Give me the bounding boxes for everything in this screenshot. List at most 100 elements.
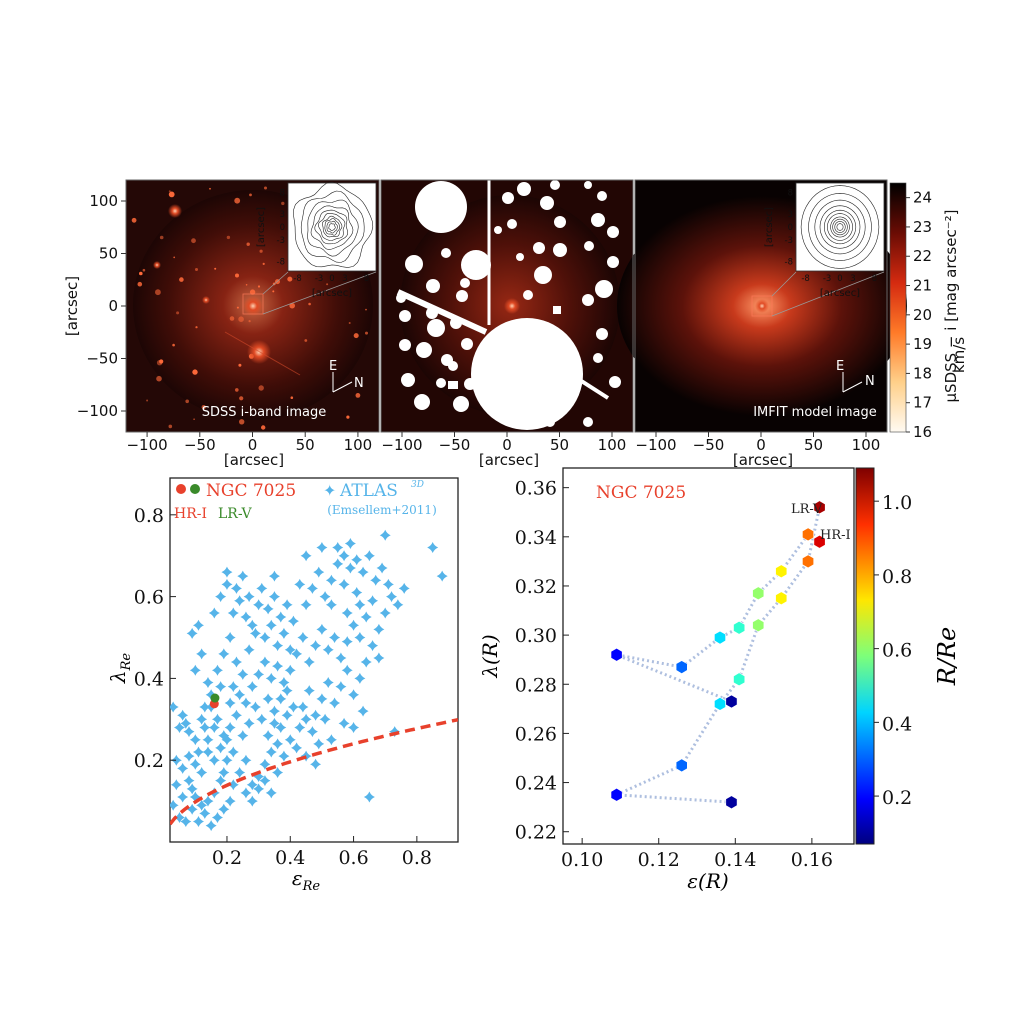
atlas-point bbox=[297, 632, 309, 644]
model-compass-east: E bbox=[836, 359, 844, 374]
atlas-point bbox=[354, 599, 366, 611]
sdss-star bbox=[245, 284, 248, 286]
inset-contour bbox=[314, 209, 348, 245]
right-ytick-label: 0.34 bbox=[515, 527, 557, 549]
mag-cbar-tick-label: 18 bbox=[913, 364, 932, 382]
mask-hole bbox=[401, 373, 415, 387]
top-xtick-label: 100 bbox=[852, 436, 881, 454]
inset-xtick: 3 bbox=[850, 274, 855, 284]
sdss-star bbox=[236, 306, 239, 309]
sdss-star bbox=[153, 261, 161, 269]
lambda-epsilon-ylabel-main: λ bbox=[106, 670, 130, 684]
atlas-point bbox=[221, 566, 233, 578]
atlas-point bbox=[227, 681, 239, 693]
inset-xtick: -8 bbox=[293, 274, 301, 284]
model-compass bbox=[842, 372, 863, 393]
inset-ytick: 8 bbox=[788, 189, 793, 199]
top-xtick-label: 0 bbox=[502, 436, 512, 454]
radial-point bbox=[714, 630, 726, 645]
top-xtick-label: −50 bbox=[693, 436, 725, 454]
mask-hole bbox=[540, 196, 554, 210]
atlas-point bbox=[177, 709, 189, 721]
atlas-point bbox=[341, 664, 353, 676]
mask-hole bbox=[595, 280, 613, 298]
inset-xtick: 0 bbox=[837, 274, 842, 284]
inset-xtick: -3 bbox=[315, 274, 323, 284]
atlas-point bbox=[215, 775, 227, 787]
atlas-point bbox=[287, 701, 299, 713]
atlas-point bbox=[281, 599, 293, 611]
inset-contour bbox=[819, 205, 861, 249]
atlas-point bbox=[170, 779, 182, 791]
atlas-point bbox=[354, 632, 366, 644]
sdss-star bbox=[179, 277, 184, 282]
legend-hr-label: HR-I bbox=[174, 506, 207, 522]
inset-ytick: -3 bbox=[785, 236, 793, 246]
atlas-point bbox=[173, 811, 185, 823]
top-ytick-label: 0 bbox=[108, 297, 118, 315]
atlas-point bbox=[183, 726, 195, 738]
sdss-star bbox=[258, 385, 264, 391]
atlas-point bbox=[376, 562, 388, 574]
atlas-point bbox=[243, 717, 255, 729]
atlas-point bbox=[211, 664, 223, 676]
atlas-point bbox=[344, 562, 356, 574]
atlas-point bbox=[180, 816, 192, 828]
mag-colorbar-label: μSDSS − i [mag arcsec⁻²] bbox=[942, 210, 960, 403]
atlas-point bbox=[189, 791, 201, 803]
sdss-star bbox=[192, 369, 198, 375]
sdss-zoom-box bbox=[242, 293, 264, 315]
mask-hole bbox=[441, 248, 451, 258]
mask-hole bbox=[461, 338, 473, 350]
atlas-point bbox=[275, 721, 287, 733]
top-xtick-label: −100 bbox=[126, 436, 167, 454]
inset-ytick: 0 bbox=[788, 223, 793, 233]
atlas-point bbox=[348, 619, 360, 631]
atlas-point bbox=[325, 734, 337, 746]
atlas-point bbox=[234, 595, 246, 607]
atlas-point bbox=[370, 574, 382, 586]
sdss-star bbox=[173, 256, 176, 259]
atlas-point bbox=[253, 771, 265, 783]
model-inset-ylabel: [arcsec] bbox=[764, 207, 775, 247]
model-panel-label: IMFIT model image bbox=[753, 405, 877, 420]
atlas-point bbox=[265, 672, 277, 684]
atlas-point bbox=[275, 693, 287, 705]
atlas-point bbox=[306, 582, 318, 594]
atlas-point bbox=[357, 705, 369, 717]
top-xtick-label: −50 bbox=[184, 436, 216, 454]
lambda-R-panel-label: NGC 7025 bbox=[596, 483, 686, 503]
atlas-point bbox=[306, 726, 318, 738]
sdss-star bbox=[172, 343, 175, 347]
radial-point bbox=[675, 660, 688, 674]
atlas-point bbox=[379, 529, 391, 541]
atlas-point bbox=[319, 713, 331, 725]
atlas-point bbox=[313, 738, 325, 750]
inset-xtick: 8 bbox=[364, 274, 369, 284]
radial-point bbox=[813, 500, 826, 515]
right-ytick-label: 0.32 bbox=[515, 576, 557, 598]
rR-cbar-tick-label: 0.4 bbox=[882, 713, 912, 735]
atlas-point bbox=[268, 591, 280, 603]
atlas-point bbox=[215, 591, 227, 603]
atlas-point bbox=[382, 578, 394, 590]
atlas-point bbox=[246, 795, 258, 807]
atlas-point bbox=[278, 750, 290, 762]
sdss-star bbox=[264, 186, 267, 190]
atlas-point bbox=[202, 676, 214, 688]
sdss-star bbox=[346, 415, 350, 419]
atlas-point bbox=[436, 570, 448, 582]
sdss-star bbox=[287, 276, 293, 282]
lambda-R-frame bbox=[562, 467, 855, 845]
sdss-star bbox=[137, 281, 143, 287]
atlas-point bbox=[205, 820, 217, 832]
atlas-point bbox=[240, 787, 252, 799]
atlas-point bbox=[199, 721, 211, 733]
sdss-star bbox=[155, 289, 161, 296]
sdss-star bbox=[238, 363, 242, 367]
sdss-star bbox=[365, 331, 368, 335]
atlas-point bbox=[284, 734, 296, 746]
atlas-point bbox=[272, 640, 284, 652]
